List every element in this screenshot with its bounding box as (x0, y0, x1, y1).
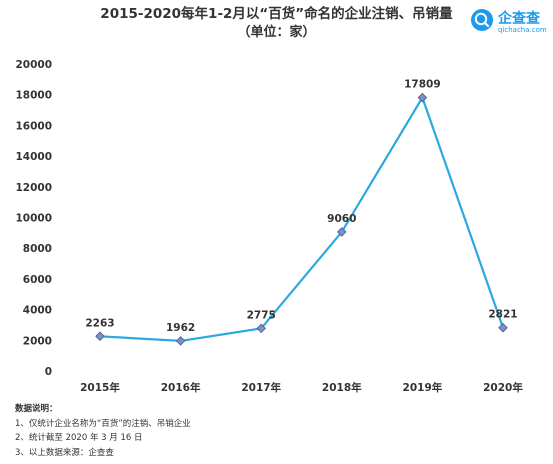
chart-title-block: 2015-2020每年1-2月以“百货”命名的企业注销、吊销量 （单位：家） (0, 5, 553, 42)
qichacha-magnifier-logo-icon (471, 9, 493, 31)
x-axis-ticks: 2015年 2016年 2017年 2018年 2019年 2020年 (80, 381, 523, 394)
y-tick-label: 20000 (15, 59, 52, 71)
brand-name: 企查查 (498, 11, 540, 27)
data-point-marker (417, 92, 428, 103)
x-tick-label: 2018年 (322, 381, 362, 394)
y-tick-label: 10000 (15, 213, 52, 225)
x-tick-label: 2016年 (161, 381, 201, 394)
data-labels: 2263 1962 2775 9060 17809 2821 (85, 79, 517, 334)
y-tick-label: 16000 (15, 120, 52, 132)
notes-heading: 数据说明： (15, 404, 58, 414)
x-tick-label: 2015年 (80, 381, 120, 394)
series-line (99, 95, 505, 343)
y-tick-label: 14000 (15, 151, 52, 163)
line-chart: 0 2000 4000 6000 8000 10000 12000 14000 16000 180… (15, 59, 523, 394)
data-label: 9060 (327, 213, 356, 225)
y-axis-ticks: 0 2000 4000 6000 8000 10000 12000 14000 16000 180… (15, 59, 52, 378)
data-label: 2821 (488, 309, 517, 321)
notes-item-2: 2、统计截至 2020 年 3 月 16 日 (15, 433, 143, 443)
data-label: 2775 (247, 309, 276, 321)
y-tick-label: 0 (45, 366, 52, 378)
data-point-marker (498, 322, 508, 333)
data-point-marker (256, 323, 266, 334)
data-label: 2263 (85, 317, 114, 329)
brand-logo: 企查查 qichacha.com (470, 6, 550, 38)
data-point-marker (95, 331, 105, 342)
data-point-marker (337, 227, 347, 237)
y-tick-label: 2000 (23, 335, 52, 347)
y-tick-label: 18000 (15, 90, 52, 102)
chart-title: 2015-2020每年1-2月以“百货”命名的企业注销、吊销量 (100, 6, 453, 22)
y-tick-label: 6000 (23, 274, 52, 286)
y-tick-label: 4000 (23, 305, 52, 317)
x-tick-label: 2017年 (241, 381, 281, 394)
x-tick-label: 2019年 (403, 381, 443, 394)
data-label: 1962 (166, 322, 195, 334)
series-markers (95, 92, 508, 346)
brand-domain: qichacha.com (498, 26, 547, 34)
x-tick-label: 2020年 (483, 381, 523, 394)
data-label: 17809 (404, 79, 441, 91)
data-notes: 数据说明： 1、仅统计企业名称为“百货”的注销、吊销企业 2、统计截至 2020… (15, 402, 191, 460)
notes-item-3: 3、以上数据来源：企查查 (15, 447, 114, 458)
data-point-marker (175, 336, 186, 346)
chart-subtitle-unit: （单位：家） (237, 25, 316, 40)
y-tick-label: 8000 (23, 243, 52, 255)
y-tick-label: 12000 (15, 182, 52, 194)
notes-item-1: 1、仅统计企业名称为“百货”的注销、吊销企业 (15, 418, 191, 429)
